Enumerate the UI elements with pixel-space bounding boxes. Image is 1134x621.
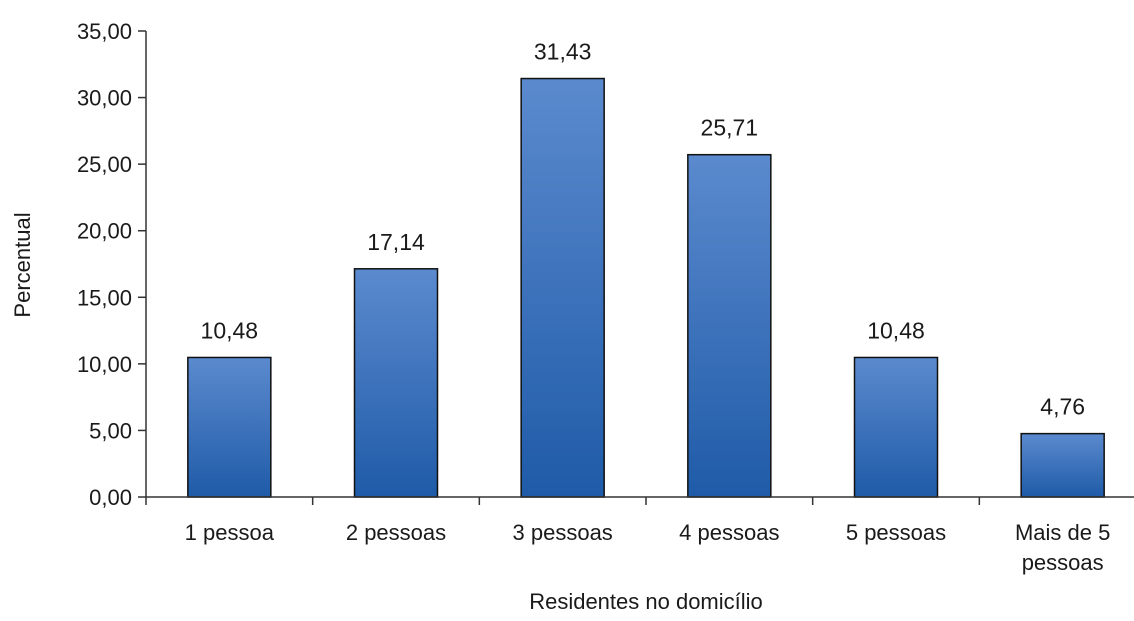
x-tick-label: 3 pessoas (513, 520, 613, 545)
x-axis-title: Residentes no domicílio (529, 589, 763, 614)
x-tick-label: Mais de 5 pessoas (1015, 520, 1110, 575)
bar (687, 153, 772, 498)
bar-value-label: 4,76 (1040, 394, 1085, 420)
x-tick-label: 4 pessoas (679, 520, 779, 545)
y-tick-label: 5,00 (89, 418, 132, 443)
bar (353, 268, 439, 498)
y-tick-label: 15,00 (77, 285, 132, 310)
x-tick-label: 2 pessoas (346, 520, 446, 545)
y-tick-label: 30,00 (77, 86, 132, 111)
bar-value-label: 25,71 (701, 115, 759, 141)
x-tick-label-line: 4 pessoas (679, 520, 779, 545)
x-tick-label: 1 pessoa (185, 520, 275, 545)
axes (145, 31, 1134, 498)
y-tick-label: 20,00 (77, 219, 132, 244)
x-tick-label-line: 1 pessoa (185, 520, 275, 545)
y-tick-label: 10,00 (77, 352, 132, 377)
y-tick-label: 0,00 (89, 485, 132, 510)
x-tick-label-line: 3 pessoas (513, 520, 613, 545)
x-tick-label: 5 pessoas (846, 520, 946, 545)
bar (853, 356, 939, 498)
x-tick-label-line: 2 pessoas (346, 520, 446, 545)
bars: 10,48 17,14 31,43 25,71 10,48 4,76 (187, 39, 1105, 498)
y-axis-title: Percentual (10, 212, 35, 317)
bar-value-label: 10,48 (867, 317, 925, 343)
x-tick-label-line: 5 pessoas (846, 520, 946, 545)
x-tick-label-line: pessoas (1022, 550, 1104, 575)
y-tick-label: 25,00 (77, 152, 132, 177)
bar (1020, 432, 1105, 498)
x-tick-label-line: Mais de 5 (1015, 520, 1110, 545)
bar-value-label: 31,43 (534, 39, 592, 65)
bar (187, 356, 272, 498)
x-axis-ticks: 1 pessoa 2 pessoas 3 pessoas 4 pessoas 5 pes… (145, 497, 1110, 575)
y-axis-ticks: 0,00 5,00 10,00 15,00 20,00 25,00 30,00 35,00 (77, 19, 146, 510)
bar-value-label: 10,48 (201, 317, 259, 343)
y-tick-label: 35,00 (77, 19, 132, 44)
bar-value-label: 17,14 (367, 229, 425, 255)
bar (520, 77, 605, 498)
